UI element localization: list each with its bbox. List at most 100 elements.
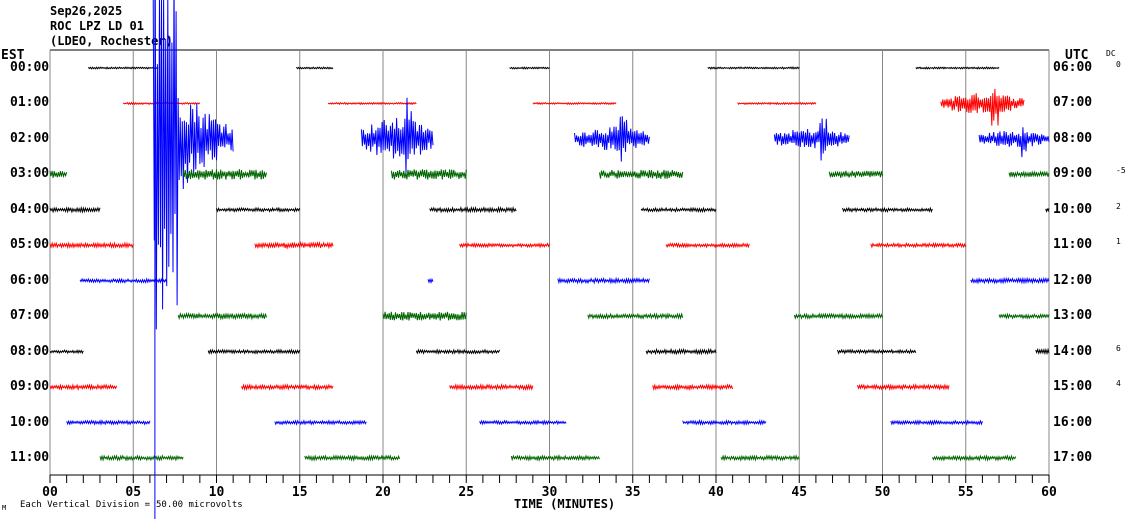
seismic-trace-segment: [828, 170, 883, 179]
seismic-trace-segment: [304, 454, 401, 462]
seismic-trace-segment: [296, 66, 334, 70]
seismic-trace-segment: [652, 383, 734, 392]
seismic-trace-segment: [682, 419, 767, 426]
seismic-trace-segment: [79, 277, 168, 284]
seismic-trace-segment: [842, 206, 933, 214]
x-tick-label: 20: [375, 485, 391, 500]
seismic-trace-segment: [1008, 170, 1050, 179]
seismic-trace-segment: [532, 101, 617, 106]
seismic-trace-segment: [66, 419, 151, 426]
seismic-trace-segment: [940, 88, 1025, 126]
seismic-trace-segment: [49, 205, 101, 214]
seismic-trace-segment: [574, 116, 650, 162]
utc-hour-label: 15:00: [1053, 379, 1093, 395]
est-hour-label: 07:00: [10, 308, 50, 324]
seismic-trace-segment: [857, 383, 950, 392]
utc-hour-label: 06:00: [1053, 60, 1093, 75]
seismic-trace-segment: [274, 419, 367, 426]
seismic-trace-segment: [449, 383, 534, 392]
seismic-trace-segment: [978, 127, 1050, 158]
seismic-trace-segment: [707, 66, 800, 70]
seismic-trace-segment: [415, 348, 501, 355]
seismic-trace-segment: [509, 66, 550, 70]
x-axis-title: TIME (MINUTES): [514, 497, 616, 511]
station-label: ROC LPZ LD 01: [50, 19, 144, 33]
utc-axis-title: UTC: [1065, 48, 1089, 63]
seismic-trace-segment: [182, 169, 267, 180]
date-label: Sep26,2025: [50, 4, 123, 18]
dc-offset-label: 6: [1116, 343, 1121, 353]
seismic-trace-segment: [241, 383, 334, 392]
x-tick-label: 40: [708, 485, 724, 500]
x-tick-label: 30: [541, 485, 558, 500]
seismic-trace-segment: [931, 454, 1017, 462]
seismic-trace-segment: [49, 241, 134, 250]
est-hour-label: 08:00: [10, 343, 50, 359]
seismic-trace-segment: [837, 348, 917, 355]
utc-hour-label: 08:00: [1053, 130, 1093, 146]
seismic-trace-segment: [254, 240, 334, 250]
scale-label: Each Vertical Division =: [20, 500, 151, 510]
utc-hour-label: 09:00: [1053, 166, 1093, 182]
seismic-trace-segment: [479, 419, 567, 426]
seismic-trace-segment: [382, 311, 467, 321]
est-hour-label: 10:00: [10, 414, 50, 430]
est-hour-label: 01:00: [10, 95, 50, 111]
seismic-trace-segment: [49, 349, 84, 355]
est-hour-label: 06:00: [10, 272, 50, 288]
x-tick-label: 15: [291, 485, 308, 500]
seismic-trace-segment: [793, 312, 883, 321]
seismic-trace-segment: [390, 169, 467, 180]
seismic-trace-segment: [599, 169, 684, 179]
est-axis-title: EST: [1, 48, 25, 63]
utc-hour-label: 11:00: [1053, 237, 1093, 253]
x-tick-label: 00: [42, 485, 58, 500]
est-hour-label: 03:00: [10, 166, 50, 182]
x-tick-label: 25: [458, 485, 475, 500]
seismic-trace-segment: [645, 347, 717, 356]
x-tick-label: 10: [208, 485, 225, 500]
seismic-trace-segment: [49, 170, 68, 179]
seismic-trace-segment: [429, 205, 517, 214]
x-tick-label: 45: [791, 485, 808, 500]
dc-offset-label: 4: [1116, 379, 1121, 389]
scale-value: 50.00 microvolts: [156, 500, 243, 510]
seismic-trace-segment: [87, 66, 159, 70]
seismic-trace-segment: [587, 312, 684, 321]
seismic-trace-segment: [665, 242, 750, 249]
seismic-trace-segment: [459, 242, 550, 249]
utc-hour-label: 12:00: [1053, 272, 1093, 288]
corner-mark: M: [2, 504, 7, 512]
dc-offset-label: -5: [1116, 166, 1126, 176]
x-tick-label: 60: [1041, 485, 1057, 500]
est-hour-label: 05:00: [10, 237, 50, 253]
seismic-trace-segment: [99, 454, 184, 462]
seismic-trace-segment: [207, 348, 301, 355]
seismic-trace-segment: [998, 312, 1050, 320]
est-hour-label: 09:00: [10, 379, 50, 395]
x-tick-label: 50: [874, 485, 891, 500]
seismic-trace-segment: [427, 277, 434, 285]
seismic-trace-segment: [915, 66, 1000, 70]
est-hour-label: 11:00: [10, 449, 50, 465]
x-tick-label: 35: [624, 485, 641, 500]
seismic-trace-segment: [360, 97, 434, 175]
seismic-trace-segment: [773, 118, 850, 161]
seismic-trace-segment: [216, 206, 301, 213]
seismic-trace-segment: [890, 419, 983, 426]
est-hour-label: 00:00: [10, 60, 50, 75]
seismic-trace-segment: [737, 101, 817, 106]
seismic-trace-segment: [152, 0, 234, 330]
seismic-trace-segment: [557, 276, 650, 285]
seismic-trace-segment: [177, 311, 267, 321]
seismic-trace-segment: [327, 101, 417, 106]
x-tick-label: 05: [125, 485, 142, 500]
seismic-trace-segment: [1045, 207, 1050, 213]
dc-offset-label: 2: [1116, 201, 1121, 211]
utc-hour-label: 13:00: [1053, 308, 1093, 324]
est-hour-label: 02:00: [10, 130, 50, 146]
seismic-trace-segment: [640, 206, 717, 213]
seismic-trace-segment: [720, 454, 800, 462]
